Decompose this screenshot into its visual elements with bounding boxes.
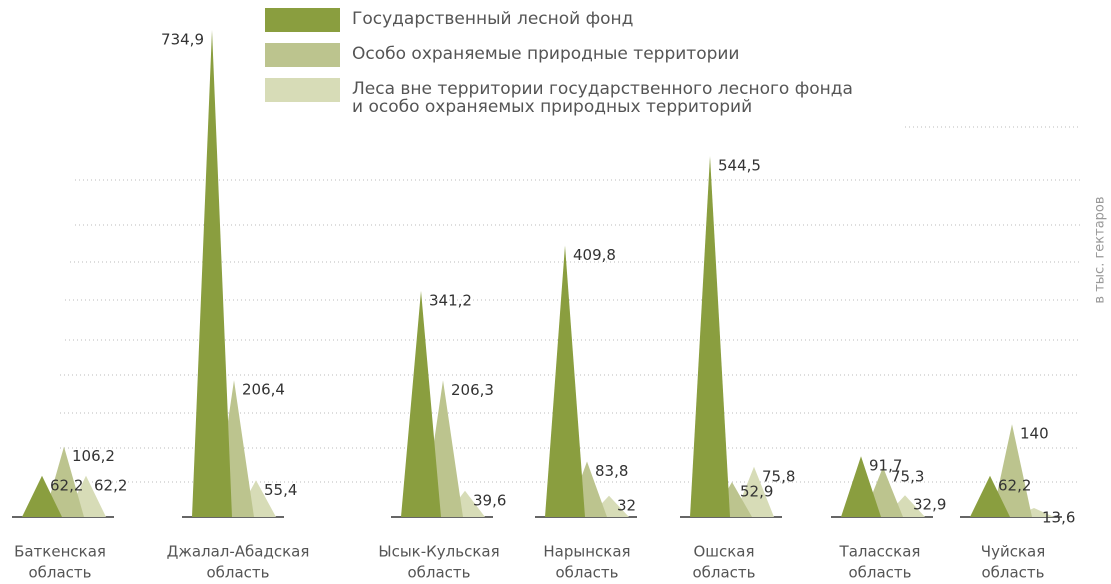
- legend-label: Особо охраняемые природные территории: [352, 45, 740, 64]
- data-label: 206,4: [242, 381, 285, 399]
- legend-swatch: [265, 78, 340, 102]
- legend-entry: Леса вне территории государственного лес…: [352, 80, 853, 117]
- data-label: 544,5: [718, 157, 761, 175]
- x-tick-label: Баткенская: [14, 543, 106, 561]
- data-label: 341,2: [429, 291, 472, 309]
- data-label: 39,6: [473, 491, 506, 509]
- data-label: 75,3: [891, 468, 924, 486]
- x-tick-label: область: [981, 564, 1044, 582]
- x-tick-label: Чуйская: [981, 543, 1045, 561]
- data-label: 52,9: [740, 482, 773, 500]
- data-label: 106,2: [72, 447, 115, 465]
- grid: [60, 126, 1080, 483]
- legend-entry: Государственный лесной фонд: [352, 10, 634, 29]
- x-tick-label: область: [692, 564, 755, 582]
- peak: [970, 475, 1010, 517]
- data-label: 62,2: [50, 476, 83, 494]
- data-label: 83,8: [595, 462, 628, 480]
- data-label: 409,8: [573, 246, 616, 264]
- x-tick-label: область: [206, 564, 269, 582]
- peak: [545, 245, 585, 517]
- peak: [690, 156, 730, 518]
- legend-entry: Особо охраняемые природные территории: [352, 45, 740, 64]
- x-tick-label: Ошская: [693, 543, 754, 561]
- data-label: 32,9: [913, 496, 946, 514]
- data-label: 32: [617, 496, 636, 514]
- data-label: 140: [1020, 425, 1049, 443]
- peak: [401, 290, 441, 517]
- peak: [992, 424, 1032, 517]
- data-label: 734,9: [161, 31, 204, 49]
- peak: [841, 456, 881, 517]
- data-label: 62,2: [998, 476, 1031, 494]
- data-label: 62,2: [94, 476, 127, 494]
- peak: [22, 475, 62, 517]
- peak: [44, 446, 84, 517]
- x-tick-label: Джалал-Абадская: [167, 543, 310, 561]
- legend-label: Государственный лесной фонд: [352, 10, 634, 29]
- data-label: 206,3: [451, 381, 494, 399]
- x-tick-label: область: [407, 564, 470, 582]
- x-tick-label: Ысык-Кульская: [378, 543, 499, 561]
- legend-swatch: [265, 8, 340, 32]
- legend-swatch: [265, 43, 340, 67]
- x-tick-label: Нарынская: [543, 543, 630, 561]
- peak: [192, 30, 232, 518]
- x-tick-label: Таласская: [839, 543, 921, 561]
- legend-label: Леса вне территории государственного лес…: [352, 80, 853, 117]
- x-tick-label: область: [555, 564, 618, 582]
- axis-label: в тыс. гектаров: [1093, 196, 1108, 303]
- data-label: 13,6: [1042, 508, 1075, 526]
- x-tick-label: область: [28, 564, 91, 582]
- data-label: 91,7: [869, 457, 902, 475]
- x-tick-label: область: [848, 564, 911, 582]
- data-label: 75,8: [762, 467, 795, 485]
- data-label: 55,4: [264, 481, 297, 499]
